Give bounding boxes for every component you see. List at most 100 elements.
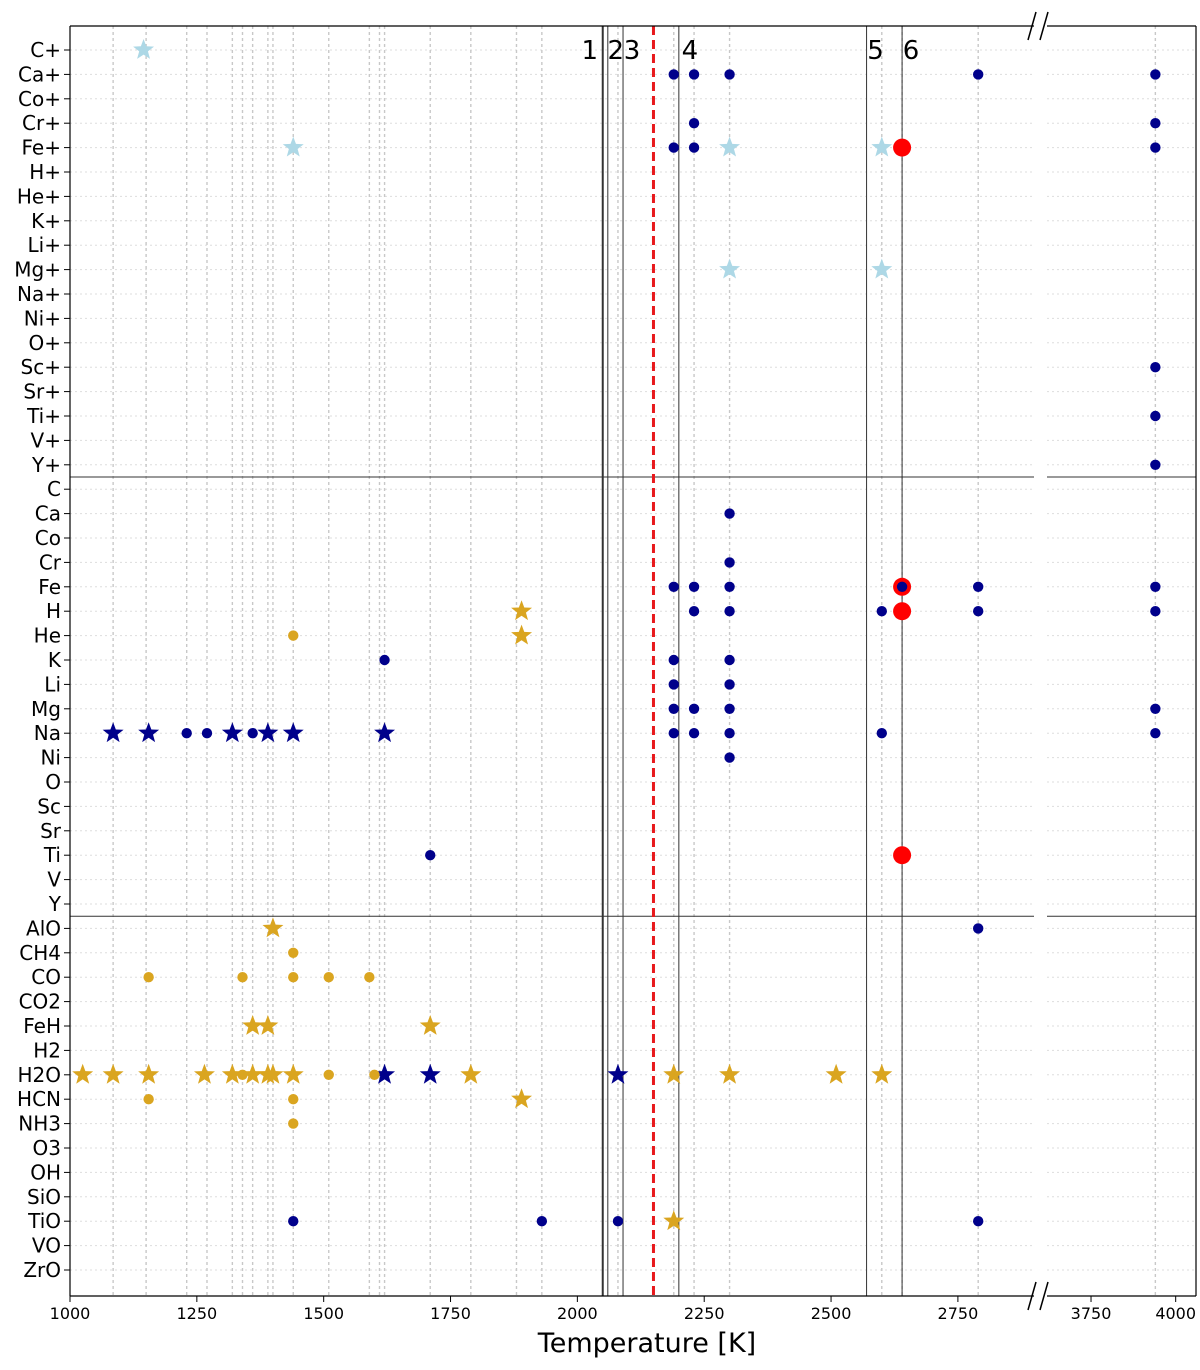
- gold-stars-point: [242, 1015, 264, 1035]
- gold-stars-point: [72, 1063, 94, 1084]
- x-tick-label: 2000: [557, 1304, 598, 1323]
- y-tick-label: Ni: [40, 746, 61, 770]
- dark-blue-dots-point: [247, 728, 258, 739]
- dark-blue-dots-point: [724, 557, 735, 568]
- y-tick-label: He+: [17, 184, 61, 208]
- gold-stars-point: [825, 1063, 847, 1084]
- gold-dots-point: [288, 1094, 299, 1105]
- y-tick-label: C: [47, 477, 61, 501]
- dark-blue-dots-point: [668, 654, 679, 666]
- x-tick-label: 4000: [1155, 1304, 1196, 1323]
- dark-blue-stars-point: [607, 1063, 629, 1084]
- dark-blue-dots-point: [724, 69, 735, 80]
- dark-blue-dots-point: [724, 654, 735, 666]
- y-tick-label: Mg: [31, 697, 61, 721]
- reference-line-label: 3: [624, 36, 641, 66]
- reference-line-label: 4: [682, 36, 699, 66]
- y-tick-label: Y+: [31, 453, 61, 477]
- gold-dots-point: [237, 972, 248, 983]
- y-tick-label: Co+: [18, 87, 61, 111]
- y-tick-label: Ti+: [26, 404, 61, 428]
- dark-blue-dots-point: [688, 69, 700, 80]
- dark-blue-dots-point: [972, 923, 984, 934]
- dark-blue-dots-point: [876, 728, 887, 739]
- labels-layer: Temperature [K] C+Ca+Co+Cr+Fe+H+He+K+Li+…: [14, 36, 1196, 1359]
- dark-blue-dots-point: [688, 728, 700, 739]
- dark-blue-dots-point: [536, 1216, 548, 1227]
- dark-blue-dots-point: [724, 606, 735, 617]
- dark-blue-dots-point: [668, 69, 679, 80]
- gold-dots-point: [288, 1118, 299, 1129]
- y-tick-label: FeH: [23, 1014, 61, 1038]
- gold-stars-point: [221, 1063, 243, 1084]
- dark-blue-dots-point: [668, 728, 679, 739]
- light-blue-stars-point: [871, 258, 893, 279]
- x-tick-label: 1500: [303, 1304, 344, 1323]
- light-blue-stars-point: [719, 136, 741, 157]
- dark-blue-dots-point: [379, 654, 390, 666]
- dark-blue-dots-point: [724, 728, 735, 739]
- gold-dots-point: [288, 947, 299, 958]
- x-tick-label: 1750: [430, 1304, 471, 1323]
- grid-layer: [70, 26, 1196, 1296]
- gold-stars-point: [419, 1015, 441, 1035]
- y-tick-label: Cr+: [22, 111, 61, 135]
- gold-dots-point: [237, 1069, 248, 1081]
- dark-blue-dots-point: [181, 728, 192, 739]
- gold-stars-point: [511, 1088, 533, 1109]
- gold-stars-point: [871, 1063, 893, 1084]
- x-tick-label: 1000: [50, 1304, 91, 1323]
- x-tick-label: 3750: [1071, 1304, 1112, 1323]
- dark-blue-dots-point: [668, 703, 679, 714]
- gold-dots-point: [143, 1094, 154, 1105]
- y-tick-label: V: [47, 868, 61, 892]
- axes-frame-layer: [64, 11, 1197, 1311]
- dark-blue-dots-point: [1150, 118, 1161, 129]
- reference-line-label: 2: [608, 36, 625, 66]
- dark-blue-dots-point: [201, 728, 213, 739]
- y-tick-label: HCN: [17, 1087, 61, 1111]
- light-blue-stars-point: [282, 136, 304, 157]
- y-tick-label: ZrO: [23, 1258, 61, 1282]
- dark-blue-dots-point: [1150, 606, 1161, 617]
- dark-blue-dots-point: [668, 581, 679, 592]
- gold-stars-point: [262, 1063, 284, 1084]
- dark-blue-dots-point: [1150, 69, 1161, 80]
- dark-blue-stars-point: [221, 722, 243, 743]
- y-tick-label: VO: [32, 1234, 61, 1258]
- data-marks-layer: [72, 39, 1161, 1231]
- y-tick-label: Fe+: [22, 136, 61, 160]
- dark-blue-dots-point: [972, 1216, 984, 1227]
- dark-blue-dots-point: [688, 118, 700, 129]
- dark-blue-stars-point: [419, 1063, 441, 1084]
- y-tick-label: K: [48, 648, 62, 672]
- dark-blue-dots-point: [724, 508, 735, 519]
- y-tick-label: Ti: [43, 843, 61, 867]
- dark-blue-dots-point: [688, 581, 700, 592]
- y-tick-label: TiO: [27, 1209, 61, 1233]
- y-tick-label: Y: [48, 892, 62, 916]
- y-tick-label: Ca: [35, 502, 61, 526]
- y-tick-label: Na+: [17, 282, 61, 306]
- y-tick-label: C+: [30, 38, 61, 62]
- y-tick-label: H: [46, 599, 61, 623]
- x-tick-label: 2750: [938, 1304, 979, 1323]
- gold-stars-point: [511, 624, 533, 645]
- y-tick-label: NH3: [18, 1112, 61, 1136]
- light-blue-stars-point: [133, 39, 155, 59]
- dark-blue-dots-point: [288, 1216, 299, 1227]
- dark-blue-stars-point: [374, 1063, 396, 1084]
- gold-stars-point: [102, 1063, 124, 1084]
- x-tick-label: 2250: [684, 1304, 725, 1323]
- dark-blue-dots-point: [1150, 459, 1161, 470]
- dark-blue-dots-point: [1150, 362, 1161, 373]
- gold-stars-point: [663, 1063, 685, 1084]
- y-tick-label: O3: [33, 1136, 61, 1160]
- y-tick-label: H2O: [17, 1063, 61, 1087]
- gold-stars-point: [262, 917, 284, 938]
- gold-dots-point: [288, 630, 299, 641]
- y-tick-label: Sc+: [21, 355, 61, 379]
- gold-stars-point: [282, 1063, 304, 1084]
- dark-blue-dots-point: [688, 142, 700, 153]
